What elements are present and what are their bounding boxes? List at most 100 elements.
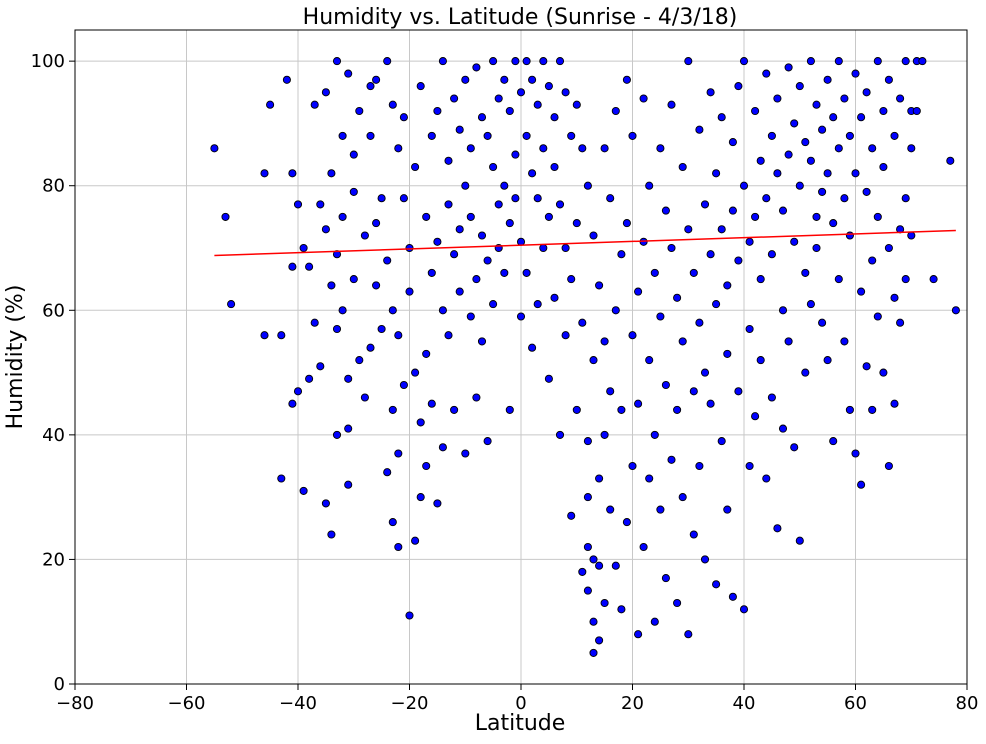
- data-point: [823, 169, 832, 178]
- data-point: [372, 281, 381, 290]
- data-point: [728, 592, 737, 601]
- data-point: [583, 586, 592, 595]
- data-point: [695, 461, 704, 471]
- data-point: [394, 144, 403, 153]
- data-point: [790, 237, 799, 246]
- data-point: [717, 113, 726, 122]
- data-point: [929, 275, 938, 284]
- x-tick-label: 40: [733, 693, 756, 714]
- data-point: [673, 293, 682, 302]
- data-point: [522, 268, 531, 277]
- data-point: [873, 57, 882, 66]
- data-point: [751, 106, 760, 116]
- data-point: [528, 343, 537, 352]
- data-point: [884, 461, 893, 471]
- data-point: [394, 542, 403, 552]
- data-point: [321, 225, 330, 234]
- data-point: [444, 200, 453, 209]
- data-point: [879, 368, 888, 377]
- data-point: [734, 387, 743, 396]
- data-point: [533, 100, 542, 109]
- data-point: [355, 106, 364, 116]
- data-point: [611, 106, 620, 116]
- data-point: [589, 648, 598, 657]
- data-point: [829, 219, 838, 228]
- data-point: [879, 106, 888, 116]
- data-point: [845, 405, 854, 414]
- data-point: [344, 374, 353, 383]
- data-point: [411, 162, 420, 172]
- data-point: [656, 312, 665, 321]
- data-point: [806, 300, 815, 309]
- data-point: [338, 212, 347, 221]
- data-point: [818, 318, 827, 327]
- data-point: [411, 368, 420, 377]
- data-point: [617, 250, 626, 259]
- data-point: [667, 455, 676, 464]
- data-point: [706, 399, 715, 408]
- data-point: [489, 57, 498, 66]
- data-point: [840, 337, 849, 346]
- data-point: [221, 212, 230, 221]
- data-point: [700, 200, 710, 209]
- data-point: [522, 131, 531, 140]
- data-point: [511, 194, 520, 203]
- data-point: [360, 231, 369, 240]
- data-point: [595, 474, 604, 483]
- data-point: [673, 405, 682, 414]
- data-point: [818, 187, 827, 196]
- data-point: [773, 524, 782, 533]
- data-point: [500, 75, 509, 84]
- data-point: [790, 443, 799, 452]
- data-point: [516, 237, 526, 246]
- data-point: [823, 75, 832, 84]
- data-point: [656, 505, 665, 514]
- data-point: [667, 100, 676, 109]
- data-point: [561, 243, 570, 253]
- data-point: [438, 306, 447, 315]
- data-point: [360, 393, 369, 402]
- data-point: [739, 605, 749, 614]
- data-point: [879, 162, 888, 172]
- data-point: [332, 430, 342, 439]
- data-point: [773, 94, 782, 103]
- data-point: [533, 300, 542, 309]
- data-point: [293, 200, 303, 209]
- data-point: [896, 318, 905, 327]
- chart-title: Humidity vs. Latitude (Sunrise - 4/3/18): [303, 5, 738, 30]
- data-point: [890, 131, 899, 140]
- data-point: [310, 318, 319, 327]
- x-tick-label: 80: [956, 693, 979, 714]
- data-point: [689, 387, 698, 396]
- data-point: [472, 63, 481, 72]
- data-point: [544, 374, 553, 383]
- data-point: [405, 611, 414, 620]
- data-point: [695, 125, 704, 134]
- y-tick-label: 60: [42, 300, 65, 321]
- data-point: [862, 362, 871, 371]
- data-point: [277, 331, 286, 340]
- data-point: [266, 100, 275, 109]
- data-point: [494, 94, 503, 103]
- data-point: [567, 275, 576, 284]
- data-point: [862, 88, 871, 97]
- data-point: [812, 212, 821, 221]
- data-point: [784, 63, 793, 72]
- data-point: [901, 57, 910, 66]
- data-point: [622, 75, 631, 84]
- data-point: [589, 231, 598, 240]
- data-point: [728, 138, 737, 147]
- data-point: [210, 144, 219, 153]
- data-point: [734, 82, 743, 91]
- data-point: [505, 106, 514, 116]
- data-point: [600, 144, 609, 153]
- data-point: [589, 617, 598, 626]
- data-point: [756, 275, 765, 284]
- x-tick-label: −60: [168, 693, 206, 714]
- x-axis-label: Latitude: [475, 711, 566, 736]
- data-point: [282, 75, 291, 84]
- data-point: [578, 567, 587, 576]
- data-point: [873, 312, 882, 321]
- data-point: [483, 256, 492, 265]
- data-point: [516, 312, 526, 321]
